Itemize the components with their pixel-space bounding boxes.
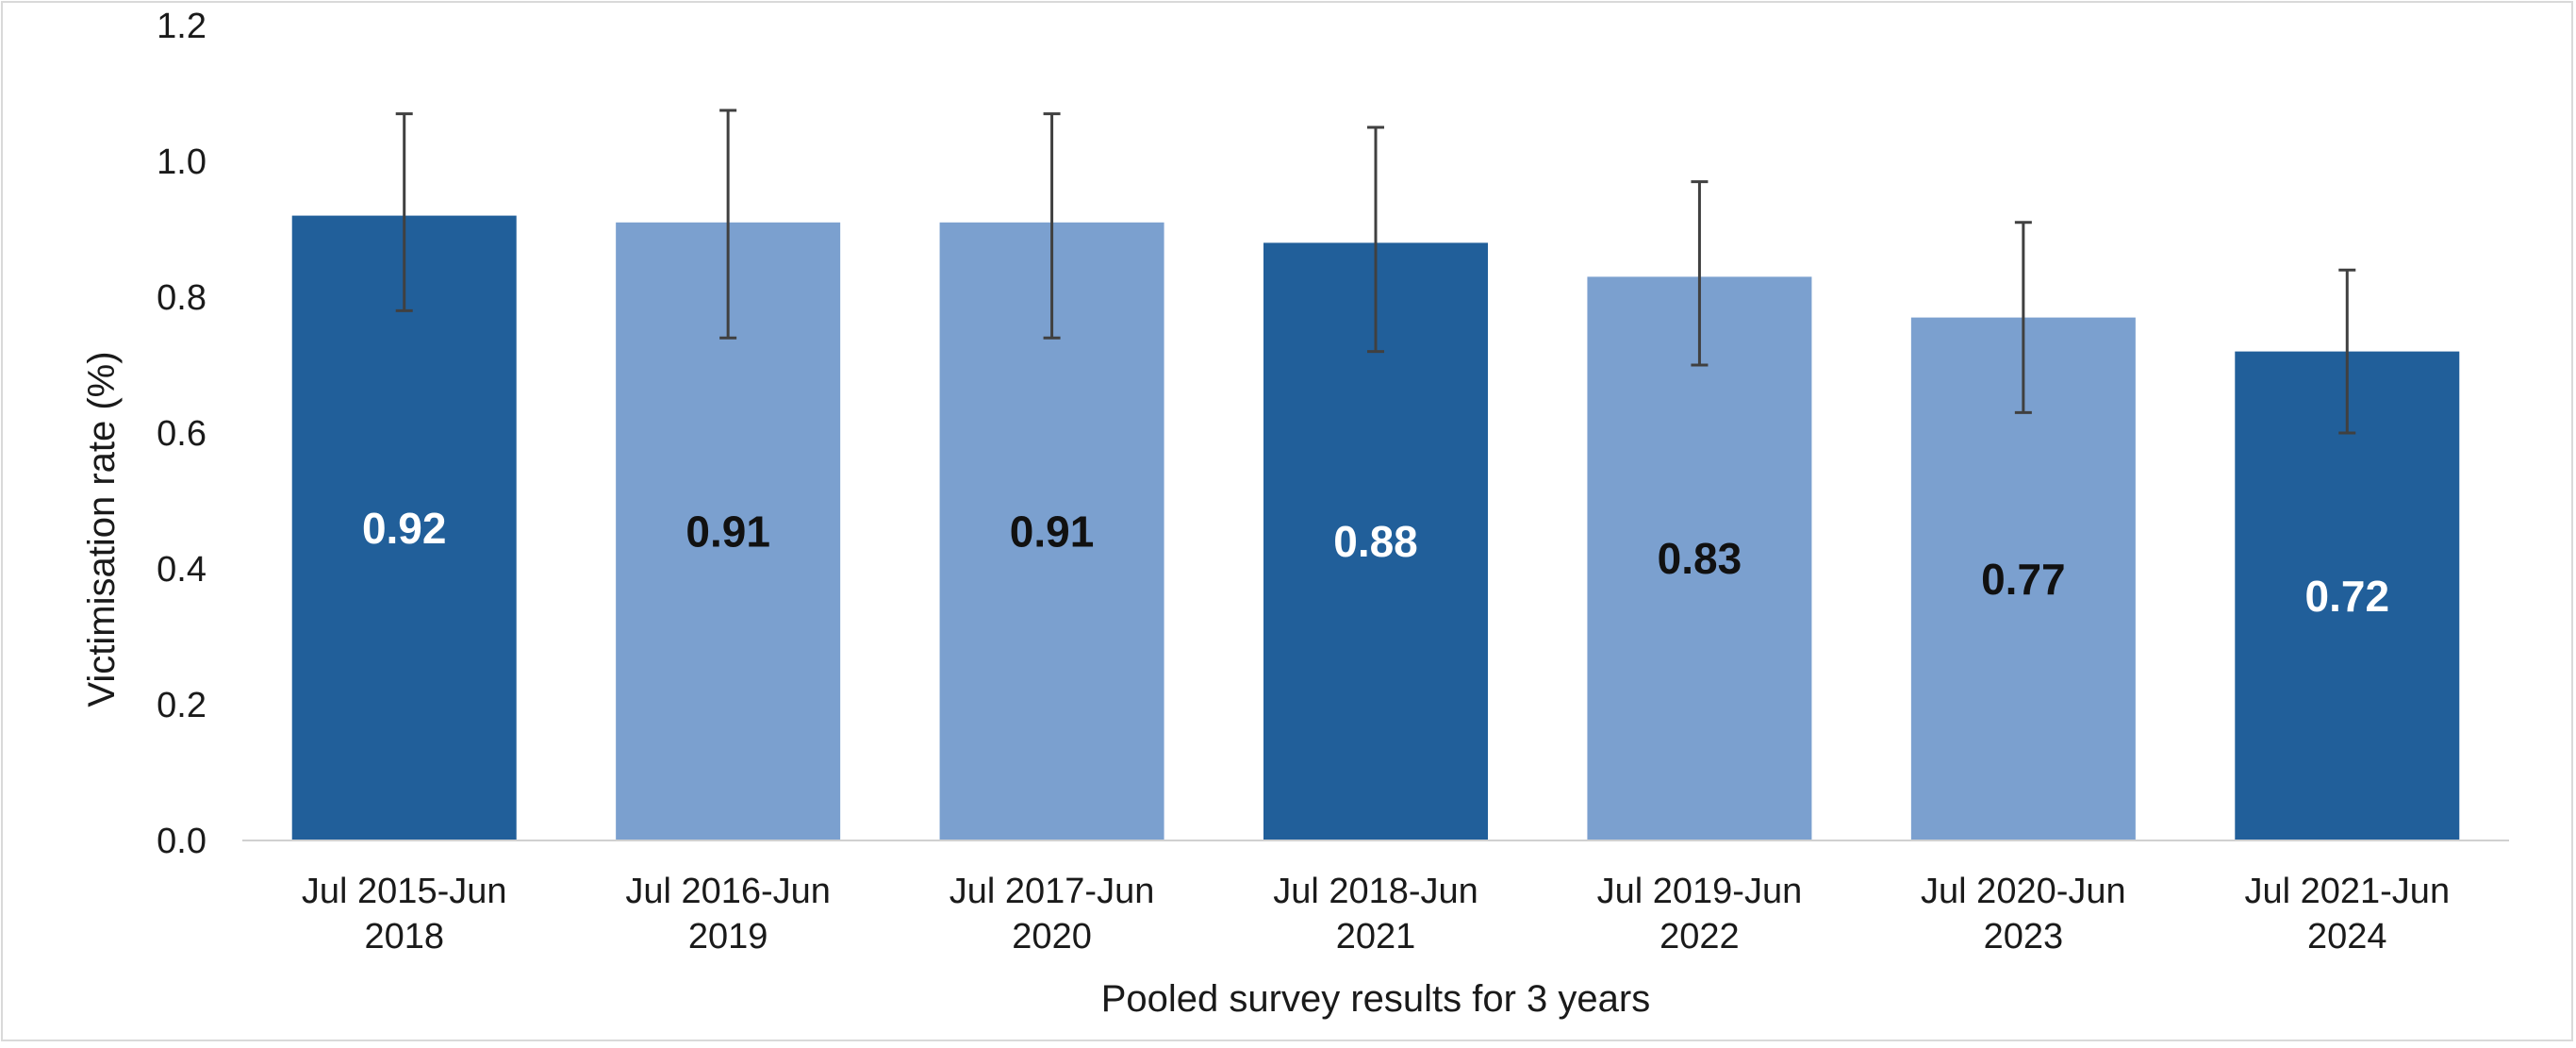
- bar-value-label: 0.88: [1333, 517, 1418, 566]
- y-tick-label: 1.0: [157, 142, 206, 182]
- y-axis-ticks: 0.0 0.2 0.4 0.6 0.8 1.0 1.2: [157, 7, 206, 861]
- x-tick-label: 2020: [1012, 917, 1092, 957]
- x-tick-label: Jul 2020-Jun: [1921, 872, 2126, 911]
- x-tick-label: Jul 2018-Jun: [1273, 872, 1478, 911]
- bar-value-label: 0.77: [1981, 555, 2066, 604]
- y-tick-label: 0.0: [157, 822, 206, 861]
- bar-chart: 0.0 0.2 0.4 0.6 0.8 1.0 1.2 0.92 0.91 0.91 0.88 0.…: [3, 3, 2575, 1043]
- y-tick-label: 0.6: [157, 414, 206, 454]
- bar-value-label: 0.83: [1658, 534, 1742, 583]
- bar-value-label: 0.91: [685, 507, 770, 556]
- x-tick-label: 2024: [2307, 917, 2387, 957]
- y-axis-title: Victimisation rate (%): [81, 351, 123, 707]
- x-axis-title: Pooled survey results for 3 years: [1101, 978, 1650, 1020]
- x-tick-label: 2023: [1984, 917, 2064, 957]
- bar-value-label: 0.91: [1010, 507, 1095, 556]
- x-tick-label: Jul 2019-Jun: [1597, 872, 1803, 911]
- x-tick-label: 2018: [364, 917, 444, 957]
- y-tick-label: 0.8: [157, 278, 206, 318]
- x-tick-label: 2021: [1336, 917, 1416, 957]
- x-tick-label: Jul 2017-Jun: [949, 872, 1155, 911]
- x-tick-label: 2019: [688, 917, 768, 957]
- y-tick-label: 0.2: [157, 686, 206, 725]
- y-tick-label: 0.4: [157, 550, 206, 590]
- bar-value-label: 0.72: [2305, 572, 2390, 621]
- x-tick-label: 2022: [1660, 917, 1740, 957]
- bar-value-label: 0.92: [362, 504, 447, 553]
- x-tick-label: Jul 2021-Jun: [2244, 872, 2450, 911]
- x-tick-label: Jul 2015-Jun: [302, 872, 507, 911]
- x-tick-label: Jul 2016-Jun: [625, 872, 831, 911]
- x-axis-categories: Jul 2015-Jun 2018 Jul 2016-Jun 2019 Jul 2017…: [302, 872, 2450, 957]
- y-tick-label: 1.2: [157, 7, 206, 46]
